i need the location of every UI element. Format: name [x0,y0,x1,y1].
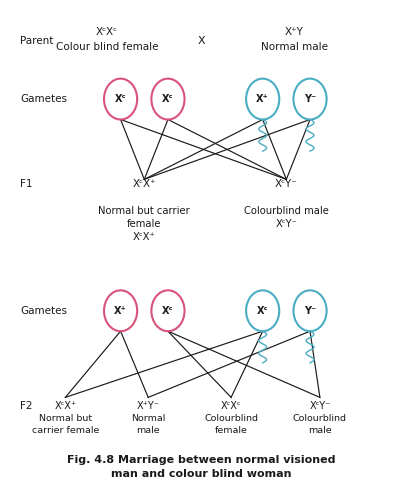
Text: Gametes: Gametes [20,94,67,104]
Text: F2: F2 [20,400,33,411]
Text: XᶜXᶜ: XᶜXᶜ [96,27,118,37]
Text: X⁺Y: X⁺Y [285,27,304,37]
Text: Colour blind female: Colour blind female [56,43,158,52]
Text: XᶜX⁺: XᶜX⁺ [133,179,156,189]
Text: Normal but
carrier female: Normal but carrier female [32,414,99,435]
Text: Gametes: Gametes [20,306,67,316]
Text: Normal but carrier
female
XᶜX⁺: Normal but carrier female XᶜX⁺ [98,206,190,242]
Text: X⁺Y⁻: X⁺Y⁻ [137,400,160,411]
Text: Normal male: Normal male [261,43,328,52]
Text: XᶜX⁺: XᶜX⁺ [54,400,77,411]
Text: Xᶜ: Xᶜ [115,94,127,104]
Text: F1: F1 [20,179,33,189]
Text: Xᶜ: Xᶜ [257,306,268,316]
Text: Y⁻: Y⁻ [304,94,316,104]
Text: Xᶜ: Xᶜ [162,306,174,316]
Text: X: X [198,36,205,46]
Text: Xᶜ: Xᶜ [162,94,174,104]
Text: Parent: Parent [20,36,53,46]
Text: Colourblind
male: Colourblind male [293,414,347,435]
Text: XᶜY⁻: XᶜY⁻ [309,400,330,411]
Text: Fig. 4.8 Marriage between normal visioned
man and colour blind woman: Fig. 4.8 Marriage between normal visione… [67,455,336,479]
Text: Normal
male: Normal male [131,414,165,435]
Text: XᶜXᶜ: XᶜXᶜ [221,400,241,411]
Text: X⁺: X⁺ [114,306,127,316]
Text: XᶜY⁻: XᶜY⁻ [275,179,298,189]
Text: X⁺: X⁺ [256,94,269,104]
Text: Colourblind male
XᶜY⁻: Colourblind male XᶜY⁻ [244,206,329,229]
Text: Y⁻: Y⁻ [304,306,316,316]
Text: Colourblind
female: Colourblind female [204,414,258,435]
